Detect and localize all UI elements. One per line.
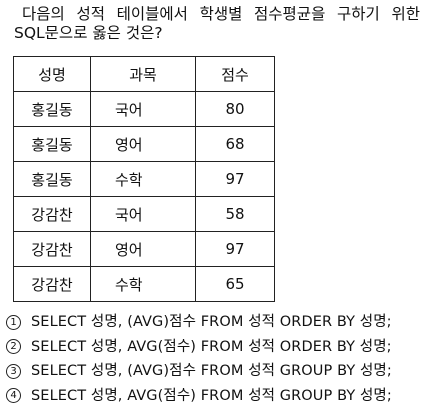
cell-score: 68 xyxy=(195,126,275,162)
cell-subject: 수학 xyxy=(90,266,196,302)
question-word: 위한 xyxy=(391,5,420,23)
table-row: 홍길동 영어 68 xyxy=(13,126,275,162)
column-header-name: 성명 xyxy=(13,56,91,92)
column-header-subject: 과목 xyxy=(90,56,196,92)
question-line-2: SQL문으로 옳은 것은? xyxy=(14,24,163,42)
cell-subject: 영어 xyxy=(90,231,196,267)
choice-text: SELECT 성명, AVG(점수) FROM 성적 GROUP BY 성명; xyxy=(31,387,392,404)
question-word: 테이블에서 xyxy=(116,5,188,23)
table-row: 강감찬 수학 65 xyxy=(13,266,275,302)
cell-subject: 국어 xyxy=(90,196,196,232)
answer-choices: 1 SELECT 성명, (AVG)점수 FROM 성적 ORDER BY 성명… xyxy=(6,310,424,408)
cell-score: 97 xyxy=(195,161,275,197)
question-line-1: 다음의 성적 테이블에서 학생별 점수평균을 구하기 위한 xyxy=(14,5,420,24)
cell-subject: 국어 xyxy=(90,91,196,127)
cell-name: 홍길동 xyxy=(13,161,91,197)
choice-3[interactable]: 3 SELECT 성명, (AVG)점수 FROM 성적 GROUP BY 성명… xyxy=(6,359,424,384)
cell-name: 홍길동 xyxy=(13,91,91,127)
cell-name: 강감찬 xyxy=(13,196,91,232)
cell-subject: 수학 xyxy=(90,161,196,197)
table-row: 홍길동 수학 97 xyxy=(13,161,275,197)
choice-number-circle: 2 xyxy=(6,339,21,355)
question-word: 구하기 xyxy=(337,5,380,23)
choice-number-circle: 3 xyxy=(6,363,21,379)
question-word: 다음의 xyxy=(22,5,65,23)
cell-score: 65 xyxy=(195,266,275,302)
table-header-row: 성명 과목 점수 xyxy=(13,56,275,92)
cell-name: 강감찬 xyxy=(13,266,91,302)
cell-score: 97 xyxy=(195,231,275,267)
table-row: 홍길동 국어 80 xyxy=(13,91,275,127)
question-text: 다음의 성적 테이블에서 학생별 점수평균을 구하기 위한 SQL문으로 옳은 … xyxy=(14,5,420,43)
choice-number-circle: 4 xyxy=(6,388,21,404)
cell-score: 58 xyxy=(195,196,275,232)
grade-table: 성명 과목 점수 홍길동 국어 80 홍길동 영어 68 홍길동 수학 97 강… xyxy=(13,56,275,302)
choice-4[interactable]: 4 SELECT 성명, AVG(점수) FROM 성적 GROUP BY 성명… xyxy=(6,384,424,409)
table-row: 강감찬 영어 97 xyxy=(13,231,275,267)
choice-2[interactable]: 2 SELECT 성명, AVG(점수) FROM 성적 ORDER BY 성명… xyxy=(6,335,424,360)
question-word: 학생별 xyxy=(199,5,243,23)
choice-number-circle: 1 xyxy=(6,314,21,330)
cell-subject: 영어 xyxy=(90,126,196,162)
cell-score: 80 xyxy=(195,91,275,127)
question-word: 점수평균을 xyxy=(254,5,326,23)
table-row: 강감찬 국어 58 xyxy=(13,196,275,232)
choice-text: SELECT 성명, (AVG)점수 FROM 성적 ORDER BY 성명; xyxy=(31,314,392,330)
cell-name: 홍길동 xyxy=(13,126,91,162)
question-word: 성적 xyxy=(76,5,105,23)
column-header-score: 점수 xyxy=(195,56,275,92)
choice-1[interactable]: 1 SELECT 성명, (AVG)점수 FROM 성적 ORDER BY 성명… xyxy=(6,310,424,335)
cell-name: 강감찬 xyxy=(13,231,91,267)
choice-text: SELECT 성명, AVG(점수) FROM 성적 ORDER BY 성명; xyxy=(31,338,392,355)
choice-text: SELECT 성명, (AVG)점수 FROM 성적 GROUP BY 성명; xyxy=(31,363,392,379)
